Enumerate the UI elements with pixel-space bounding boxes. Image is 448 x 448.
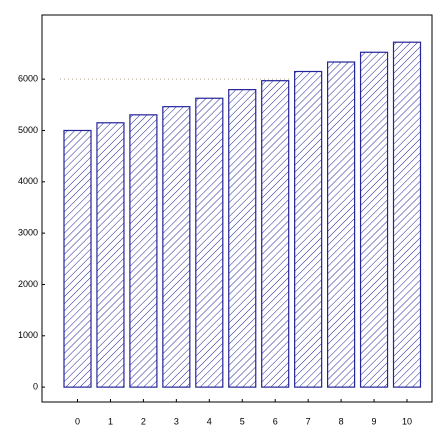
bar	[162, 106, 191, 388]
bar	[392, 41, 422, 388]
y-tick-label: 1000	[18, 330, 38, 340]
x-tick-label: 5	[240, 416, 245, 426]
x-tick-label: 0	[75, 416, 80, 426]
y-tick-label: 4000	[18, 176, 38, 186]
x-tick-label: 10	[402, 416, 412, 426]
bar	[228, 89, 257, 388]
x-tick-label: 8	[339, 416, 344, 426]
bar	[327, 61, 356, 388]
x-tick-label: 9	[372, 416, 377, 426]
plot-frame	[41, 14, 433, 403]
bar	[96, 122, 125, 388]
x-tick-label: 4	[207, 416, 212, 426]
x-tick-label: 6	[273, 416, 278, 426]
y-tick-label: 0	[33, 381, 38, 391]
bar	[129, 114, 158, 388]
y-tick-label: 6000	[18, 74, 38, 84]
bar	[63, 129, 92, 388]
bar	[294, 70, 323, 388]
y-tick-label: 5000	[18, 125, 38, 135]
x-tick-label: 1	[108, 416, 113, 426]
x-tick-label: 3	[174, 416, 179, 426]
y-tick-label: 2000	[18, 279, 38, 289]
y-tick-label: 3000	[18, 228, 38, 238]
bar	[359, 51, 389, 388]
bar	[195, 97, 224, 388]
x-tick-label: 7	[306, 416, 311, 426]
x-tick-label: 2	[141, 416, 146, 426]
bar	[261, 80, 290, 388]
